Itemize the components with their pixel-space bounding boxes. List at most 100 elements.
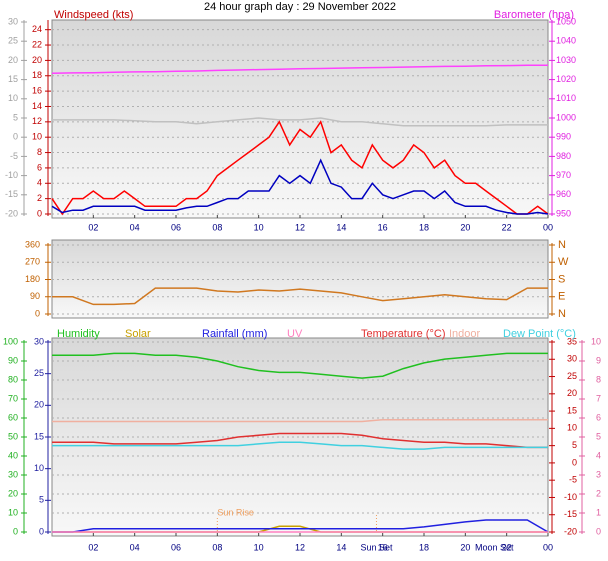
x-tick-label: 20 bbox=[460, 542, 470, 552]
y-tick-label: 15 bbox=[8, 74, 18, 84]
y-tick-label: 1020 bbox=[556, 74, 576, 84]
y-tick-label: 2 bbox=[596, 488, 601, 498]
legend-entry: Indoor bbox=[449, 328, 481, 340]
y-tick-label: 2 bbox=[37, 193, 42, 203]
y-tick-label: 9 bbox=[596, 355, 601, 365]
x-tick-label: 06 bbox=[171, 542, 181, 552]
y-tick-label: 960 bbox=[556, 189, 571, 199]
annotation: Moon Set bbox=[475, 542, 514, 552]
y-tick-label: 10 bbox=[8, 93, 18, 103]
x-tick-label: 18 bbox=[419, 222, 429, 232]
series-line bbox=[51, 158, 549, 215]
y-tick-label: 1040 bbox=[556, 36, 576, 46]
axis-title: Windspeed (kts) bbox=[54, 9, 133, 21]
y-tick-label: 990 bbox=[556, 132, 571, 142]
legend-entry: Rainfall (mm) bbox=[202, 328, 267, 340]
y-tick-label: 90 bbox=[30, 291, 40, 301]
y-tick-label: 4 bbox=[37, 178, 42, 188]
series-line bbox=[51, 120, 549, 216]
legend-entry: UV bbox=[287, 328, 303, 340]
x-tick-label: 12 bbox=[295, 542, 305, 552]
y-tick-label: S bbox=[558, 273, 565, 285]
y-tick-label: 20 bbox=[32, 55, 42, 65]
y-tick-label: 16 bbox=[32, 85, 42, 95]
y-tick-label: 25 bbox=[567, 371, 577, 381]
y-tick-label: 4 bbox=[596, 450, 601, 460]
annotation: Sun Set bbox=[360, 542, 393, 552]
y-tick-label: 10 bbox=[34, 463, 44, 473]
y-tick-label: 30 bbox=[34, 336, 44, 346]
y-tick-label: 6 bbox=[596, 412, 601, 422]
y-tick-label: -10 bbox=[564, 492, 577, 502]
series-line bbox=[52, 117, 548, 127]
y-tick-label: 0 bbox=[37, 208, 42, 218]
x-tick-label: 04 bbox=[130, 222, 140, 232]
series-line bbox=[52, 519, 549, 533]
series-line bbox=[52, 432, 548, 449]
y-tick-label: 30 bbox=[567, 354, 577, 364]
x-tick-label: 14 bbox=[336, 542, 346, 552]
x-tick-label: 16 bbox=[378, 222, 388, 232]
y-tick-label: -10 bbox=[5, 170, 18, 180]
y-tick-label: 18 bbox=[32, 70, 42, 80]
x-tick-label: 10 bbox=[254, 542, 264, 552]
y-tick-label: 3 bbox=[596, 469, 601, 479]
y-tick-label: 20 bbox=[8, 488, 18, 498]
y-tick-label: 20 bbox=[8, 55, 18, 65]
panel-direction bbox=[51, 239, 549, 319]
x-tick-label: 02 bbox=[88, 542, 98, 552]
y-tick-label: 30 bbox=[8, 16, 18, 26]
x-tick-label: 00 bbox=[543, 222, 553, 232]
y-tick-label: 60 bbox=[8, 412, 18, 422]
y-tick-label: 50 bbox=[8, 431, 18, 441]
series-line bbox=[52, 418, 548, 423]
y-tick-label: 10 bbox=[8, 507, 18, 517]
y-tick-label: 25 bbox=[8, 36, 18, 46]
annotation: Sun Rise bbox=[217, 507, 254, 517]
y-tick-label: 980 bbox=[556, 151, 571, 161]
y-tick-label: 5 bbox=[13, 112, 18, 122]
y-tick-label: 30 bbox=[8, 469, 18, 479]
x-tick-label: 16 bbox=[378, 542, 388, 552]
series-line bbox=[52, 352, 548, 379]
y-tick-label: 35 bbox=[567, 336, 577, 346]
y-tick-label: 1000 bbox=[556, 112, 576, 122]
y-tick-label: E bbox=[558, 291, 565, 303]
y-tick-label: 90 bbox=[8, 355, 18, 365]
y-tick-label: -20 bbox=[5, 208, 18, 218]
y-tick-label: 40 bbox=[8, 450, 18, 460]
legend-entry: Humidity bbox=[57, 328, 100, 340]
legend-entry: Solar bbox=[125, 328, 151, 340]
y-tick-label: -20 bbox=[564, 526, 577, 536]
y-tick-label: 8 bbox=[596, 374, 601, 384]
x-tick-label: 18 bbox=[419, 542, 429, 552]
y-tick-label: 5 bbox=[572, 440, 577, 450]
y-tick-label: 0 bbox=[35, 308, 40, 318]
y-tick-label: 14 bbox=[32, 101, 42, 111]
x-tick-label: 12 bbox=[295, 222, 305, 232]
y-tick-label: 100 bbox=[3, 336, 18, 346]
y-tick-label: W bbox=[558, 256, 569, 268]
y-tick-label: 0 bbox=[39, 526, 44, 536]
y-tick-label: 22 bbox=[32, 39, 42, 49]
series-line bbox=[52, 441, 548, 450]
y-tick-label: 180 bbox=[25, 274, 40, 284]
y-tick-label: 15 bbox=[34, 431, 44, 441]
x-tick-label: 00 bbox=[543, 542, 553, 552]
x-tick-label: 10 bbox=[254, 222, 264, 232]
y-tick-label: 0 bbox=[596, 526, 601, 536]
y-tick-label: 0 bbox=[572, 457, 577, 467]
y-tick-label: 10 bbox=[567, 423, 577, 433]
y-tick-label: 0 bbox=[13, 132, 18, 142]
x-tick-label: 06 bbox=[171, 222, 181, 232]
y-tick-label: 80 bbox=[8, 374, 18, 384]
x-tick-label: 02 bbox=[88, 222, 98, 232]
y-tick-label: 1010 bbox=[556, 93, 576, 103]
y-tick-label: 10 bbox=[591, 336, 601, 346]
y-tick-label: 24 bbox=[32, 24, 42, 34]
y-tick-label: -15 bbox=[564, 509, 577, 519]
y-tick-label: N bbox=[558, 308, 566, 320]
y-tick-label: 7 bbox=[596, 393, 601, 403]
chart-title: 24 hour graph day : 29 November 2022 bbox=[204, 1, 396, 13]
